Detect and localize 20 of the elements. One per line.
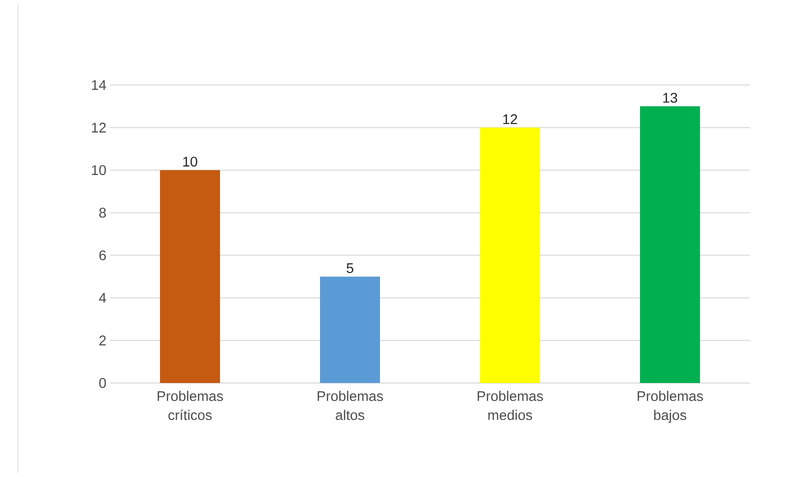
y-tick-label: 10 xyxy=(92,165,106,176)
y-tick-label: 4 xyxy=(99,293,106,303)
x-tick-label: Problemas altos xyxy=(318,390,383,420)
y-tick-label: 12 xyxy=(92,122,106,132)
data-label: 5 xyxy=(346,263,354,274)
y-tick-label: 0 xyxy=(99,378,106,388)
data-label: 10 xyxy=(183,156,198,167)
bar xyxy=(480,128,540,383)
y-tick-label: 2 xyxy=(99,336,106,346)
bar xyxy=(640,106,700,383)
bar xyxy=(320,276,380,383)
y-tick-label: 6 xyxy=(99,250,106,260)
x-tick-label: Problemas bajos xyxy=(638,390,703,423)
y-tick-label: 8 xyxy=(99,208,106,218)
bar xyxy=(160,170,220,383)
y-tick-label: 14 xyxy=(92,80,106,90)
data-label: 12 xyxy=(503,114,518,124)
x-tick-label: Problemas medios xyxy=(478,390,543,420)
data-label: 13 xyxy=(663,92,678,103)
x-tick-label: Problemas críticos xyxy=(158,390,223,420)
